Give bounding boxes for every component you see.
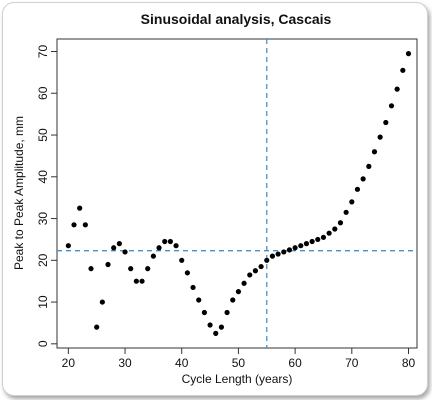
data-point — [298, 243, 304, 249]
data-point — [71, 222, 77, 228]
data-point — [94, 324, 100, 330]
data-point — [264, 257, 270, 263]
data-point — [377, 134, 383, 140]
data-points — [65, 51, 412, 336]
data-point — [394, 86, 400, 92]
chart-title: Sinusoidal analysis, Cascais — [141, 11, 332, 27]
data-point — [388, 103, 395, 109]
y-tick-label: 70 — [36, 45, 50, 59]
y-tick-label: 60 — [36, 86, 50, 100]
x-tick-label: 20 — [62, 356, 76, 370]
data-point — [111, 245, 117, 251]
y-tick-label: 50 — [36, 128, 50, 142]
data-point — [349, 199, 355, 205]
scatter-chart: Sinusoidal analysis, Cascais 20 30 40 50 60 7… — [12, 11, 418, 386]
data-point — [320, 234, 327, 240]
data-point — [337, 220, 344, 226]
data-point — [173, 243, 179, 249]
data-point — [201, 309, 208, 316]
chart-frame: Sinusoidal analysis, Cascais 20 30 40 50 60 7… — [2, 2, 428, 396]
x-tick-label: 60 — [288, 356, 302, 370]
data-point — [207, 322, 213, 328]
data-point — [88, 266, 94, 272]
y-axis-label: Peak to Peak Amplitude, mm — [12, 116, 26, 270]
x-tick-label: 70 — [345, 356, 359, 370]
x-tick-label: 50 — [232, 356, 246, 370]
data-point — [247, 272, 253, 278]
data-point — [105, 261, 111, 268]
data-point — [235, 289, 242, 295]
data-point — [354, 186, 361, 192]
y-tick-label: 30 — [36, 212, 50, 226]
data-point — [286, 247, 293, 253]
data-point — [303, 241, 310, 247]
data-point — [218, 324, 225, 330]
y-tick-label: 10 — [36, 295, 50, 309]
data-point — [332, 226, 338, 232]
data-point — [179, 257, 185, 263]
data-point — [281, 249, 287, 255]
y-axis: 0 10 20 30 40 50 60 70 — [36, 45, 57, 347]
data-point — [383, 119, 389, 126]
data-point — [145, 266, 151, 272]
data-point — [190, 284, 196, 291]
x-tick-label: 40 — [175, 356, 189, 370]
data-point — [224, 309, 230, 316]
data-point — [309, 238, 315, 245]
data-point — [213, 330, 219, 336]
data-point — [366, 163, 372, 169]
data-point — [162, 238, 168, 245]
y-tick-label: 40 — [36, 170, 50, 184]
reference-lines — [57, 39, 417, 348]
data-point — [65, 243, 71, 249]
data-point — [167, 238, 173, 245]
x-axis: 20 30 40 50 60 70 80 — [62, 348, 416, 370]
data-point — [133, 278, 139, 284]
data-point — [122, 249, 128, 255]
data-point — [326, 230, 332, 236]
data-point — [230, 297, 236, 303]
data-point — [315, 236, 321, 243]
y-tick-label: 20 — [36, 253, 50, 267]
data-point — [400, 67, 406, 73]
data-point — [241, 280, 247, 286]
data-point — [343, 209, 349, 215]
data-point — [275, 251, 281, 257]
data-point — [82, 222, 88, 228]
data-point — [196, 297, 202, 303]
data-point — [128, 266, 134, 272]
data-point — [360, 176, 366, 182]
data-point — [258, 263, 264, 270]
data-point — [99, 299, 105, 305]
data-point — [371, 149, 378, 155]
data-point — [292, 245, 298, 251]
x-axis-label: Cycle Length (years) — [182, 372, 293, 386]
data-point — [156, 245, 162, 251]
data-point — [405, 51, 412, 57]
x-tick-label: 80 — [402, 356, 416, 370]
data-point — [116, 241, 122, 247]
data-point — [184, 270, 190, 276]
x-tick-label: 30 — [118, 356, 132, 370]
data-point — [77, 205, 83, 211]
y-tick-label: 0 — [36, 340, 50, 347]
data-point — [139, 278, 145, 284]
data-point — [269, 253, 276, 259]
plot-border — [56, 38, 418, 349]
data-point — [252, 268, 259, 274]
data-point — [150, 253, 156, 259]
